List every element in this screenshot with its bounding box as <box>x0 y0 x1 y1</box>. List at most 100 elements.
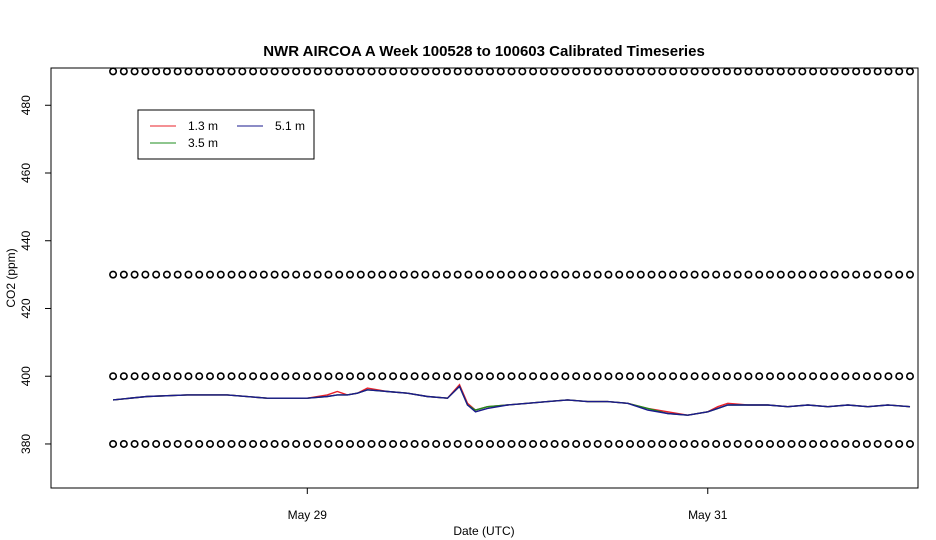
y-tick-label: 460 <box>19 163 33 183</box>
reference-marker <box>744 372 753 381</box>
reference-marker <box>356 372 365 381</box>
reference-marker <box>776 67 785 76</box>
reference-marker <box>830 67 839 76</box>
reference-marker <box>852 372 861 381</box>
reference-marker <box>367 270 376 279</box>
reference-marker <box>475 372 484 381</box>
reference-marker <box>593 372 602 381</box>
reference-marker <box>345 439 354 448</box>
series-line-3-5-m <box>113 385 911 416</box>
reference-marker <box>432 67 441 76</box>
reference-marker <box>292 439 301 448</box>
reference-marker <box>647 439 656 448</box>
reference-marker <box>162 270 171 279</box>
reference-marker <box>356 270 365 279</box>
reference-marker <box>421 67 430 76</box>
reference-marker <box>184 372 193 381</box>
reference-marker <box>744 67 753 76</box>
reference-marker <box>195 270 204 279</box>
reference-marker <box>593 67 602 76</box>
reference-marker <box>669 372 678 381</box>
y-axis-label: CO2 (ppm) <box>4 248 18 307</box>
reference-marker <box>776 270 785 279</box>
reference-marker <box>561 439 570 448</box>
reference-marker <box>755 270 764 279</box>
reference-marker <box>249 372 258 381</box>
reference-marker <box>432 372 441 381</box>
reference-marker <box>281 67 290 76</box>
series-line-1-3-m <box>113 383 911 416</box>
reference-marker <box>292 270 301 279</box>
reference-marker <box>173 372 182 381</box>
reference-marker <box>895 439 904 448</box>
reference-marker <box>712 67 721 76</box>
reference-marker <box>442 372 451 381</box>
reference-marker <box>712 270 721 279</box>
reference-marker <box>259 439 268 448</box>
reference-marker <box>281 439 290 448</box>
reference-marker <box>464 67 473 76</box>
reference-marker <box>658 372 667 381</box>
reference-marker <box>798 67 807 76</box>
reference-marker <box>615 67 624 76</box>
reference-marker <box>733 439 742 448</box>
reference-marker <box>733 372 742 381</box>
reference-marker <box>798 372 807 381</box>
reference-marker <box>798 439 807 448</box>
reference-marker <box>615 270 624 279</box>
reference-marker <box>625 67 634 76</box>
reference-marker <box>205 372 214 381</box>
reference-marker <box>109 67 118 76</box>
reference-marker <box>238 439 247 448</box>
reference-marker <box>152 372 161 381</box>
reference-marker <box>798 270 807 279</box>
reference-marker <box>884 67 893 76</box>
reference-marker <box>733 270 742 279</box>
reference-marker <box>884 270 893 279</box>
reference-marker <box>539 439 548 448</box>
reference-marker <box>389 372 398 381</box>
reference-marker <box>701 372 710 381</box>
y-tick-label: 420 <box>19 298 33 318</box>
reference-marker <box>507 372 516 381</box>
reference-marker <box>313 270 322 279</box>
reference-marker <box>905 67 914 76</box>
reference-marker <box>776 372 785 381</box>
reference-marker <box>690 270 699 279</box>
reference-marker <box>518 439 527 448</box>
reference-marker <box>873 439 882 448</box>
y-tick-label: 400 <box>19 366 33 386</box>
reference-marker <box>324 270 333 279</box>
reference-marker <box>625 270 634 279</box>
reference-marker <box>625 372 634 381</box>
reference-marker <box>722 439 731 448</box>
reference-marker <box>679 270 688 279</box>
reference-marker <box>529 372 538 381</box>
reference-marker <box>852 67 861 76</box>
reference-marker <box>690 439 699 448</box>
legend-box <box>137 109 315 160</box>
reference-marker <box>572 67 581 76</box>
reference-marker <box>324 372 333 381</box>
reference-marker <box>442 67 451 76</box>
reference-marker <box>453 372 462 381</box>
reference-marker <box>744 439 753 448</box>
y-tick-label: 480 <box>19 95 33 115</box>
reference-marker <box>335 439 344 448</box>
reference-marker <box>195 372 204 381</box>
reference-marker <box>669 439 678 448</box>
reference-marker <box>809 67 818 76</box>
reference-marker <box>324 67 333 76</box>
reference-marker <box>593 270 602 279</box>
reference-marker <box>582 270 591 279</box>
reference-marker <box>550 270 559 279</box>
reference-marker <box>550 67 559 76</box>
reference-marker <box>787 372 796 381</box>
reference-marker <box>862 270 871 279</box>
reference-marker <box>227 270 236 279</box>
reference-marker <box>152 439 161 448</box>
reference-marker <box>722 270 731 279</box>
reference-marker <box>421 270 430 279</box>
reference-marker <box>464 439 473 448</box>
reference-marker <box>765 372 774 381</box>
